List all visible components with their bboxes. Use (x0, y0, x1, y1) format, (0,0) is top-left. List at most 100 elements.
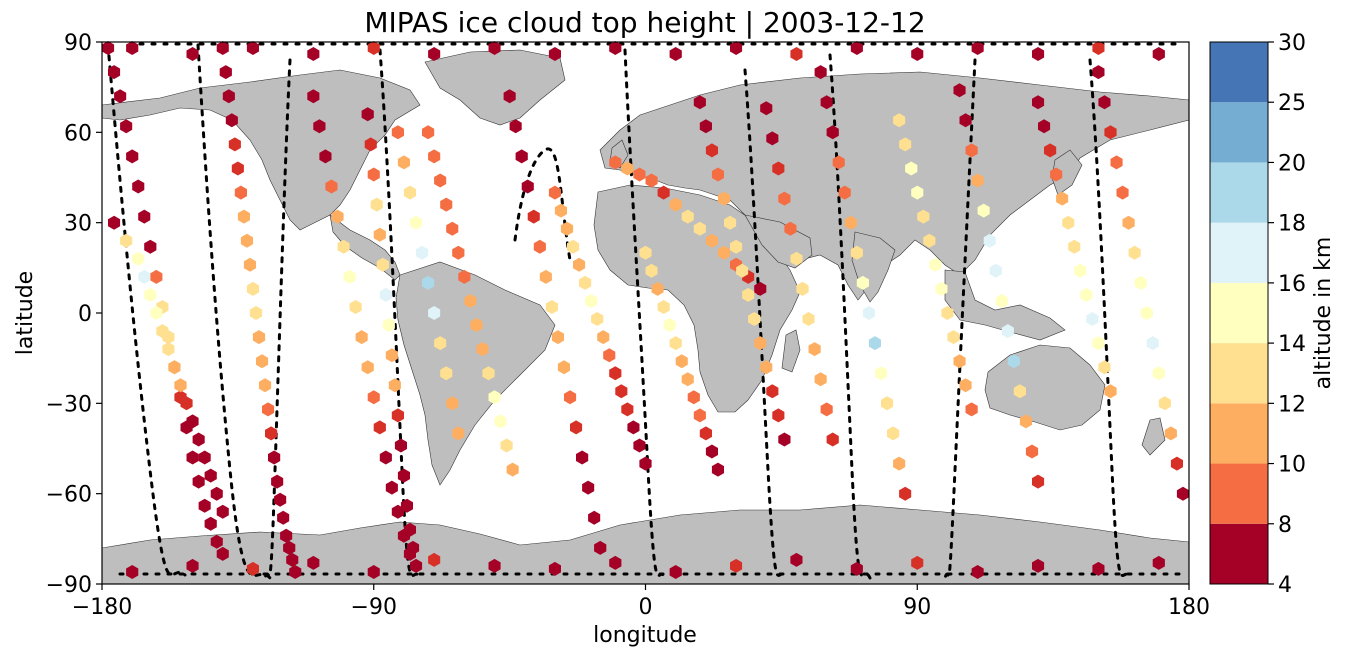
land-north-america (101, 69, 421, 231)
data-point (379, 287, 392, 302)
data-point (790, 47, 803, 61)
land-africa (593, 184, 801, 413)
data-point (551, 330, 564, 345)
data-point (675, 354, 688, 369)
colorbar-tick-label: 12 (1278, 392, 1306, 417)
data-point (548, 47, 561, 61)
data-point (162, 342, 175, 357)
data-point (1164, 426, 1177, 441)
data-point (959, 378, 972, 393)
data-point (693, 221, 706, 236)
data-point (150, 306, 163, 320)
data-point (1001, 324, 1014, 339)
data-point (567, 239, 580, 254)
data-point (403, 185, 416, 200)
data-point (1092, 561, 1105, 576)
y-tick-label: −30 (46, 392, 92, 417)
data-point (225, 113, 238, 128)
data-point (210, 534, 223, 549)
data-point (1158, 396, 1171, 411)
data-point (277, 510, 290, 525)
data-point (1152, 47, 1165, 61)
orbit-track (378, 48, 422, 580)
data-point (440, 197, 453, 212)
y-tick-label: −90 (46, 573, 92, 598)
data-point (748, 312, 761, 326)
data-point (554, 203, 567, 218)
data-point (168, 360, 181, 375)
data-point (268, 450, 281, 465)
data-point (557, 360, 570, 375)
data-point (784, 221, 797, 236)
data-point (102, 41, 115, 55)
data-point (527, 209, 540, 224)
data-point (893, 456, 906, 471)
data-point (367, 565, 380, 579)
data-point (1152, 366, 1165, 381)
x-tick-label: −180 (72, 595, 132, 620)
colorbar-segment (1210, 222, 1268, 283)
data-point (1134, 275, 1147, 290)
data-point (539, 269, 552, 284)
data-point (246, 41, 259, 55)
data-point (754, 281, 767, 296)
data-point (808, 342, 821, 357)
data-point (1032, 47, 1045, 61)
x-tick-label: 0 (639, 595, 653, 620)
data-point (971, 173, 984, 188)
data-point (705, 444, 718, 459)
data-point (533, 239, 546, 254)
data-point (705, 233, 718, 248)
data-point (579, 275, 592, 290)
data-point (403, 522, 416, 537)
colorbar-segment (1210, 282, 1268, 344)
data-point (446, 221, 459, 236)
colorbar-tick-label: 8 (1278, 513, 1292, 538)
data-point (222, 89, 235, 104)
data-point (911, 185, 924, 200)
data-point (234, 185, 247, 200)
data-point (862, 306, 875, 320)
data-point (1104, 125, 1117, 140)
data-point (838, 185, 851, 200)
data-point (286, 552, 299, 567)
data-point (452, 245, 465, 260)
data-point (126, 41, 139, 55)
data-point (820, 95, 833, 110)
data-point (126, 149, 139, 164)
data-point (594, 540, 607, 555)
data-point (428, 149, 441, 164)
data-point (1086, 312, 1099, 326)
data-point (570, 420, 583, 435)
colorbar-segment (1210, 523, 1268, 584)
data-point (772, 161, 785, 176)
data-point (1013, 384, 1026, 399)
data-point (826, 432, 839, 447)
data-point (186, 558, 199, 573)
data-point (766, 384, 779, 399)
y-tick-label: 0 (78, 302, 92, 327)
data-point (367, 390, 380, 405)
data-point (545, 300, 558, 314)
colorbar-segment (1210, 102, 1268, 163)
data-point (422, 275, 435, 290)
data-point (905, 161, 918, 176)
data-point (186, 414, 199, 429)
data-point (1032, 558, 1045, 573)
data-point (198, 450, 211, 465)
data-point (657, 185, 670, 200)
data-point (560, 221, 574, 236)
data-point (663, 318, 676, 332)
data-point (406, 540, 420, 555)
data-point (259, 378, 272, 393)
data-point (228, 137, 241, 152)
data-point (548, 561, 561, 576)
data-point (1092, 65, 1105, 80)
data-point (645, 173, 658, 188)
data-point (262, 402, 275, 417)
data-point (373, 227, 386, 242)
data-point (693, 408, 706, 423)
data-point (274, 492, 287, 507)
data-point (464, 294, 477, 308)
data-point (470, 318, 483, 332)
